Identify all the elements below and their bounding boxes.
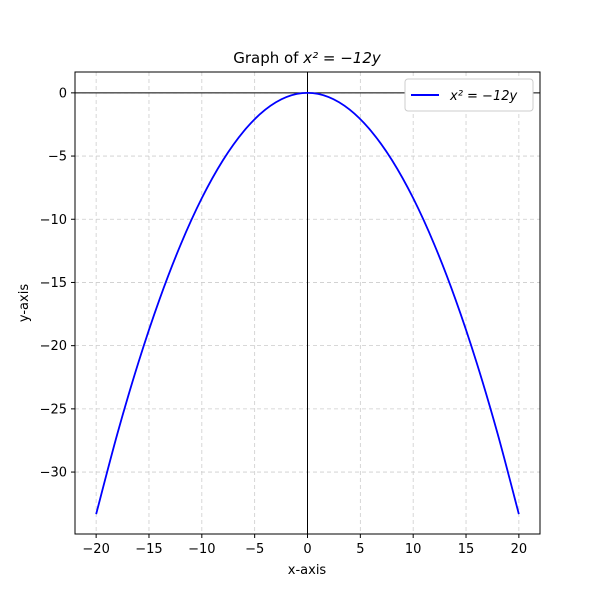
- y-tick-label: 0: [59, 86, 67, 101]
- x-tick-label: −20: [82, 542, 109, 557]
- y-tick-label: −20: [40, 339, 67, 354]
- x-tick-label: 0: [303, 542, 311, 557]
- series-layer: [95, 91, 520, 515]
- legend-label: x² = −12y: [449, 89, 517, 104]
- y-tick-label: −10: [40, 213, 67, 228]
- x-tick-label: 20: [511, 542, 528, 557]
- chart-title: Graph of x² = −12y: [233, 49, 382, 67]
- x-tick-label: 15: [458, 542, 475, 557]
- x-ticks: −20 −15 −10 −5 0 5 10 15 20: [82, 534, 527, 557]
- y-ticks: 0 −5 −10 −15 −20 −25 −30: [40, 86, 75, 481]
- x-tick-label: 5: [356, 542, 364, 557]
- legend: x² = −12y: [404, 78, 534, 112]
- y-tick-label: −15: [40, 276, 67, 291]
- series-line: [95, 91, 520, 515]
- x-tick-label: −5: [245, 542, 264, 557]
- zero-axis-lines: [75, 72, 540, 534]
- x-tick-label: −15: [135, 542, 162, 557]
- legend-box: [404, 78, 534, 112]
- y-tick-label: −30: [40, 466, 67, 481]
- x-axis-label: x-axis: [288, 563, 327, 578]
- y-axis-label: y-axis: [17, 284, 32, 322]
- y-tick-label: −25: [40, 402, 67, 417]
- x-tick-label: −10: [188, 542, 215, 557]
- y-tick-label: −5: [48, 150, 67, 165]
- x-tick-label: 10: [405, 542, 422, 557]
